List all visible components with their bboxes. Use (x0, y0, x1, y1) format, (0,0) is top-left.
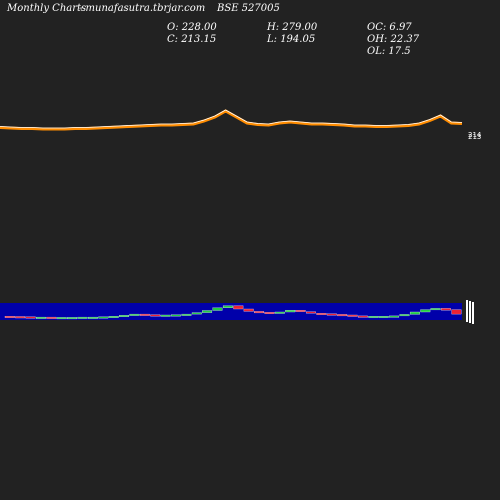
candle (337, 314, 348, 317)
candle (119, 315, 130, 317)
candle (326, 313, 337, 316)
candle (274, 311, 285, 314)
candle (451, 309, 462, 315)
candle (409, 311, 420, 315)
candle (108, 316, 119, 318)
candle (254, 311, 265, 314)
volume-tick-mark (472, 302, 474, 324)
candle (56, 317, 67, 320)
volume-tick-mark (466, 300, 468, 322)
candle (4, 316, 15, 318)
candle (36, 316, 46, 319)
symbol-label: BSE 527005 (217, 3, 280, 14)
oh-value: OH: 22.37 (367, 34, 420, 45)
candle (316, 313, 327, 315)
candle (357, 315, 368, 318)
candle (15, 316, 26, 319)
volume-tick-mark (469, 301, 471, 323)
candle (212, 307, 223, 311)
candle (202, 310, 213, 313)
candle (430, 308, 441, 311)
close-value: C: 213.15 (167, 34, 217, 45)
price-tick-label: 214 (468, 131, 482, 139)
low-value: L: 194.05 (267, 34, 316, 45)
candle (46, 316, 57, 319)
candle (67, 317, 78, 320)
candle (139, 313, 150, 316)
candle (420, 309, 431, 313)
price-line (0, 109, 463, 131)
candle (399, 314, 410, 317)
candle (191, 312, 202, 315)
candle (222, 305, 233, 308)
oc-value: OC: 6.97 (367, 22, 412, 33)
candle (129, 313, 140, 316)
site-name[interactable]: - munafasutra.tbrjar.com (79, 3, 206, 14)
price-tick-label: 213 (468, 133, 481, 141)
candle (306, 311, 316, 314)
candle (160, 314, 171, 317)
candle (378, 316, 389, 318)
candle (87, 316, 98, 319)
candle (368, 316, 379, 318)
candle (171, 314, 181, 317)
moving-average-line (0, 109, 463, 129)
candle (285, 310, 296, 313)
candle (233, 305, 244, 310)
candle (98, 316, 109, 319)
candle (25, 316, 36, 319)
candle (77, 316, 88, 319)
high-value: H: 279.00 (267, 22, 318, 33)
candle (441, 308, 451, 311)
candle (243, 308, 254, 312)
candle (181, 313, 192, 316)
chart-title: Monthly Charts (7, 3, 87, 14)
candle (150, 314, 161, 317)
ol-value: OL: 17.5 (367, 46, 411, 57)
candle (347, 314, 358, 317)
open-value: O: 228.00 (167, 22, 217, 33)
candle (295, 310, 306, 312)
candle (389, 315, 400, 318)
candle (264, 312, 275, 314)
